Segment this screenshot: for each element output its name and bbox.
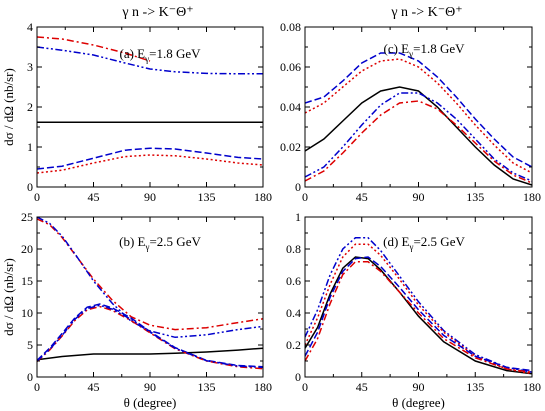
- series-group: [305, 52, 532, 186]
- x-tick-label: 90: [144, 380, 156, 394]
- y-tick-label: 25: [21, 210, 33, 224]
- x-tick-label: 180: [523, 190, 541, 204]
- series-group: [37, 217, 263, 370]
- x-tick-label: 45: [356, 190, 368, 204]
- y-tick-label: 0: [27, 180, 33, 194]
- x-tick-label: 135: [466, 380, 484, 394]
- series-line-5: [305, 261, 532, 373]
- y-tick-label: 1: [295, 210, 301, 224]
- x-tick-label: 90: [144, 190, 156, 204]
- series-group: [305, 237, 532, 375]
- y-tick-label: 5: [27, 338, 33, 352]
- x-tick-label: 180: [254, 190, 272, 204]
- series-line-1: [305, 86, 532, 186]
- y-tick-label: 0.4: [286, 306, 301, 320]
- series-line-2: [37, 218, 263, 331]
- y-tick-label: 0.06: [280, 60, 301, 74]
- series-group: [37, 36, 263, 174]
- y-axis-title: dσ / dΩ (nb/sr): [1, 258, 16, 336]
- title-right: γ n -> K⁻Θ⁺: [390, 5, 462, 20]
- series-line-2: [37, 36, 151, 62]
- y-tick-label: 10: [21, 306, 33, 320]
- series-line-1: [305, 256, 532, 375]
- x-axis-title: θ (degree): [124, 395, 177, 410]
- x-tick-label: 135: [466, 190, 484, 204]
- y-tick-label: 0.8: [286, 242, 301, 256]
- series-line-3: [37, 217, 263, 339]
- series-line-6: [37, 304, 263, 369]
- y-tick-label: 2: [27, 100, 33, 114]
- x-axis-title: θ (degree): [392, 395, 445, 410]
- x-tick-label: 135: [198, 380, 216, 394]
- y-axis-title: dσ / dΩ (nb/sr): [1, 68, 16, 146]
- series-line-3: [37, 46, 263, 75]
- series-line-4: [305, 256, 532, 372]
- title-left: γ n -> K⁻Θ⁺: [121, 5, 193, 20]
- y-tick-label: 0.04: [280, 100, 301, 114]
- x-tick-label: 180: [523, 380, 541, 394]
- x-tick-label: 180: [254, 380, 272, 394]
- y-tick-label: 1: [27, 140, 33, 154]
- y-tick-label: 3: [27, 60, 33, 74]
- y-tick-label: 0.02: [280, 140, 301, 154]
- panel-d: 0 45 90 135 180 0 0.2 0.4 0.6 0.8 1 (d) Eγ=2.5 GeV θ…: [286, 210, 541, 410]
- x-tick-label: 45: [88, 190, 100, 204]
- x-tick-label: 0: [34, 190, 40, 204]
- series-line-4: [37, 303, 263, 368]
- x-tick-label: 135: [198, 190, 216, 204]
- y-tick-label: 0.6: [286, 274, 301, 288]
- series-line-1: [37, 347, 263, 361]
- panel-b: 0 45 90 135 180 0 5 10 15 20 25 (b) Eγ=2.5 GeV θ (de…: [1, 210, 272, 410]
- y-tick-label: 0: [27, 370, 33, 384]
- series-line-5: [305, 100, 532, 184]
- panel-a: 0 45 90 135 180 0 1 2 3 4 (a) Eγ=1.8 GeV dσ / dΩ (n…: [1, 20, 272, 204]
- panel-label: (c) Eγ=1.8 GeV: [384, 41, 466, 59]
- series-line-3: [305, 58, 532, 174]
- x-tick-label: 90: [413, 190, 425, 204]
- series-line-2: [305, 237, 532, 373]
- y-tick-label: 0.2: [286, 338, 301, 352]
- y-tick-label: 20: [21, 242, 33, 256]
- y-tick-label: 0: [295, 370, 301, 384]
- x-tick-label: 90: [413, 380, 425, 394]
- panel-c: 0 45 90 135 180 0 0.02 0.04 0.06 0.08 (c) Eγ=1.8 G…: [280, 20, 541, 204]
- y-tick-label: 0: [295, 180, 301, 194]
- y-tick-label: 15: [21, 274, 33, 288]
- series-line-5: [37, 305, 263, 370]
- x-tick-label: 45: [356, 380, 368, 394]
- y-tick-label: 4: [27, 20, 33, 34]
- panel-label: (a) Eγ=1.8 GeV: [120, 46, 202, 64]
- series-line-4: [37, 147, 263, 170]
- panel-label: (d) Eγ=2.5 GeV: [383, 234, 465, 252]
- x-tick-label: 0: [302, 190, 308, 204]
- x-tick-label: 45: [88, 380, 100, 394]
- x-tick-label: 0: [302, 380, 308, 394]
- series-line-2: [305, 52, 532, 168]
- panel-label: (b) Eγ=2.5 GeV: [119, 234, 201, 252]
- y-tick-label: 0.08: [280, 20, 301, 34]
- x-tick-label: 0: [34, 380, 40, 394]
